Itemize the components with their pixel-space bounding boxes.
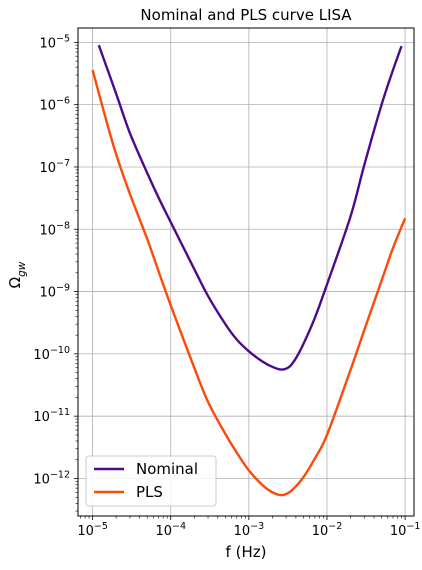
x-tick-base: 10	[390, 524, 407, 539]
legend-label-nominal: Nominal	[136, 460, 198, 478]
x-tick-exponent: −3	[250, 521, 264, 532]
series-line-pls	[91, 69, 407, 497]
y-tick-label: 10−9	[39, 283, 70, 301]
y-tick-exponent: −6	[56, 96, 70, 107]
x-tick-base: 10	[155, 524, 172, 539]
x-axis-label: f (Hz)	[226, 543, 267, 561]
y-tick-base: 10	[39, 99, 56, 114]
y-tick-exponent: −8	[56, 220, 70, 231]
x-tick-base: 10	[234, 524, 251, 539]
y-tick-base: 10	[33, 348, 50, 363]
legend-label-pls: PLS	[136, 483, 163, 501]
y-tick-exponent: −7	[56, 158, 70, 169]
y-tick-exponent: −12	[50, 469, 70, 480]
y-tick-label: 10−8	[39, 220, 70, 238]
x-tick-label: 10−5	[77, 521, 108, 539]
y-tick-label: 10−6	[39, 96, 70, 114]
x-tick-base: 10	[312, 524, 329, 539]
y-tick-label: 10−10	[33, 345, 70, 363]
y-tick-exponent: −10	[50, 345, 70, 356]
y-tick-base: 10	[39, 286, 56, 301]
y-tick-base: 10	[33, 472, 50, 487]
x-tick-exponent: −5	[94, 521, 108, 532]
y-axis-label-subscript: gw	[16, 261, 28, 277]
x-tick-exponent: −2	[328, 521, 342, 532]
series-line-nominal	[97, 44, 403, 371]
legend: Nominal PLS	[85, 455, 217, 507]
grid-layer	[78, 28, 414, 516]
y-tick-label: 10−12	[33, 469, 70, 487]
y-tick-base: 10	[39, 223, 56, 238]
plot-frame	[77, 27, 415, 517]
x-axis-ticks: 10−5 10−4 10−3 10−2 10−1	[77, 516, 420, 539]
y-tick-label: 10−7	[39, 158, 70, 176]
x-tick-label: 10−1	[390, 521, 421, 539]
y-axis-label: Ωgw	[6, 261, 28, 288]
x-tick-label: 10−2	[312, 521, 343, 539]
y-tick-base: 10	[33, 410, 50, 425]
x-tick-exponent: −1	[406, 521, 420, 532]
x-tick-label: 10−4	[155, 521, 186, 539]
y-axis-label-main: Ω	[6, 277, 24, 288]
x-tick-exponent: −4	[172, 521, 186, 532]
x-tick-base: 10	[77, 524, 94, 539]
y-tick-exponent: −11	[50, 407, 70, 418]
series-layer	[91, 44, 407, 497]
y-tick-base: 10	[39, 36, 56, 51]
y-tick-exponent: −9	[56, 283, 70, 294]
y-tick-base: 10	[39, 161, 56, 176]
chart-title: Nominal and PLS curve LISA	[140, 6, 352, 24]
y-tick-label: 10−5	[39, 33, 70, 51]
y-tick-label: 10−11	[33, 407, 70, 425]
y-tick-exponent: −5	[56, 33, 70, 44]
x-tick-label: 10−3	[234, 521, 265, 539]
